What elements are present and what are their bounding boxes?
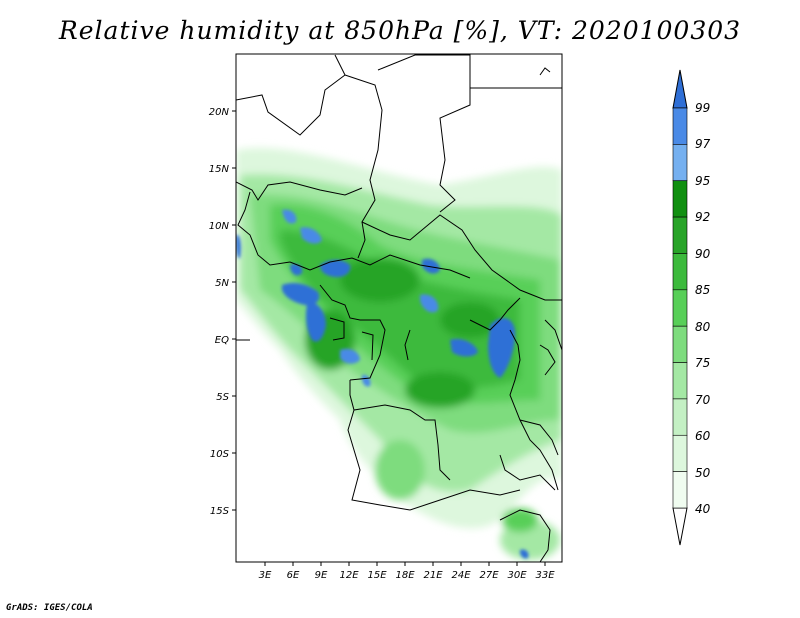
colorbar-label: 90 <box>695 247 711 261</box>
colorbar-label: 60 <box>695 429 711 443</box>
lon-label: 30E <box>507 570 527 581</box>
grads-credit: GrADS: IGES/COLA <box>6 603 93 613</box>
lat-label: 20N <box>209 107 230 118</box>
lon-label: 3E <box>259 570 272 581</box>
colorbar-segment <box>672 253 688 291</box>
humidity-field <box>236 54 562 562</box>
colorbar-segment <box>672 362 688 400</box>
colorbar-segment <box>672 471 688 509</box>
lon-label: 27E <box>479 570 499 581</box>
lon-label: 33E <box>535 570 555 581</box>
colorbar-label: 92 <box>695 210 710 224</box>
longitude-axis: 3E 6E 9E 12E 15E 18E 21E 24E 27E 30E 33E <box>259 562 555 581</box>
lat-label: 10N <box>209 221 230 232</box>
map-frame <box>235 53 563 563</box>
colorbar-segment <box>672 107 688 145</box>
lon-label: 9E <box>315 570 328 581</box>
chart-title: Relative humidity at 850hPa [%], VT: 202… <box>58 16 742 45</box>
colorbar-segment <box>672 325 688 363</box>
colorbar-segment <box>672 289 688 327</box>
colorbar-label: 99 <box>695 101 710 115</box>
colorbar-segment <box>672 144 688 182</box>
lon-label: 21E <box>423 570 443 581</box>
lon-label: 12E <box>339 570 359 581</box>
lat-label: 10S <box>210 449 230 460</box>
lat-label: 15S <box>210 506 230 517</box>
colorbar-label: 95 <box>695 174 710 188</box>
lat-label: EQ <box>215 335 229 346</box>
colorbar-label: 50 <box>695 466 711 480</box>
colorbar-arrow-top <box>672 69 688 109</box>
colorbar-segment <box>672 398 688 436</box>
country-borders <box>236 54 562 562</box>
colorbar-label: 97 <box>695 137 711 151</box>
colorbar-label: 40 <box>695 502 711 516</box>
colorbar-segment <box>672 434 688 472</box>
colorbar-label: 70 <box>695 393 711 407</box>
lon-label: 18E <box>395 570 415 581</box>
colorbar-label: 85 <box>695 283 710 297</box>
colorbar-segment <box>672 216 688 254</box>
colorbar: 99 97 95 92 90 85 80 75 70 60 50 40 <box>672 69 711 546</box>
lat-label: 5N <box>215 278 229 289</box>
latitude-axis: 20N 15N 10N 5N EQ 5S 10S 15S <box>209 107 236 517</box>
lat-label: 15N <box>209 164 230 175</box>
colorbar-arrow-bottom <box>672 507 688 546</box>
lat-label: 5S <box>216 392 229 403</box>
colorbar-segment <box>672 180 688 218</box>
colorbar-label: 80 <box>695 320 711 334</box>
lon-label: 6E <box>287 570 300 581</box>
lon-label: 24E <box>451 570 471 581</box>
lon-label: 15E <box>367 570 387 581</box>
colorbar-label: 75 <box>695 356 710 370</box>
